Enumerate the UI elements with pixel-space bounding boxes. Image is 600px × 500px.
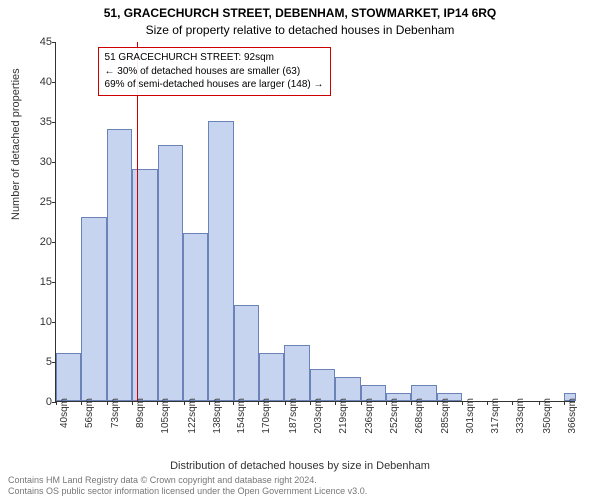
x-axis-label: Distribution of detached houses by size … [0,460,600,472]
page-title: 51, GRACECHURCH STREET, DEBENHAM, STOWMA… [0,0,600,20]
histogram-bar [132,169,157,401]
histogram-bar [310,369,335,401]
y-tick-mark [52,162,56,163]
annotation-line: ← 30% of detached houses are smaller (63… [105,65,324,79]
histogram-bar [208,121,233,401]
x-tick-label: 122sqm [187,398,198,434]
x-tick-mark [81,401,82,405]
x-tick-mark [209,401,210,405]
x-tick-mark [184,401,185,405]
y-tick-label: 0 [24,396,52,408]
x-tick-mark [285,401,286,405]
x-tick-label: 252sqm [389,398,400,434]
x-tick-label: 89sqm [135,398,146,428]
y-tick-label: 30 [24,156,52,168]
x-tick-mark [411,401,412,405]
x-tick-mark [132,401,133,405]
histogram-bar [81,217,106,401]
y-tick-label: 25 [24,196,52,208]
x-tick-mark [233,401,234,405]
x-tick-label: 154sqm [236,398,247,434]
annotation-callout: 51 GRACECHURCH STREET: 92sqm← 30% of det… [98,47,331,96]
y-tick-label: 15 [24,276,52,288]
x-tick-label: 73sqm [110,398,121,428]
plot-region: 05101520253035404540sqm56sqm73sqm89sqm10… [55,42,575,402]
x-tick-label: 40sqm [59,398,70,428]
x-tick-mark [512,401,513,405]
attribution-footer: Contains HM Land Registry data © Crown c… [8,475,367,498]
x-tick-mark [258,401,259,405]
y-tick-mark [52,122,56,123]
histogram-bar [107,129,132,401]
x-tick-label: 301sqm [465,398,476,434]
footer-line: Contains HM Land Registry data © Crown c… [8,475,367,486]
x-tick-mark [462,401,463,405]
reference-line [137,42,138,401]
y-tick-label: 45 [24,36,52,48]
x-tick-mark [335,401,336,405]
x-tick-label: 187sqm [288,398,299,434]
x-tick-mark [310,401,311,405]
x-tick-mark [564,401,565,405]
x-tick-label: 236sqm [364,398,375,434]
y-tick-label: 20 [24,236,52,248]
x-tick-mark [437,401,438,405]
y-tick-label: 5 [24,356,52,368]
footer-line: Contains OS public sector information li… [8,486,367,497]
y-tick-mark [52,42,56,43]
x-tick-label: 138sqm [212,398,223,434]
y-tick-label: 40 [24,76,52,88]
x-tick-label: 105sqm [160,398,171,434]
x-tick-label: 350sqm [542,398,553,434]
y-tick-label: 35 [24,116,52,128]
histogram-bar [234,305,259,401]
x-tick-label: 333sqm [515,398,526,434]
x-tick-mark [107,401,108,405]
x-tick-label: 219sqm [338,398,349,434]
annotation-line: 69% of semi-detached houses are larger (… [105,78,324,92]
y-tick-mark [52,322,56,323]
histogram-bar [259,353,284,401]
histogram-bar [158,145,183,401]
x-tick-label: 285sqm [440,398,451,434]
x-tick-label: 366sqm [567,398,578,434]
x-tick-mark [386,401,387,405]
x-tick-mark [487,401,488,405]
annotation-line: 51 GRACECHURCH STREET: 92sqm [105,51,324,65]
x-tick-label: 170sqm [261,398,272,434]
x-tick-mark [56,401,57,405]
y-tick-mark [52,82,56,83]
y-tick-label: 10 [24,316,52,328]
x-tick-label: 203sqm [313,398,324,434]
x-tick-mark [157,401,158,405]
histogram-bar [284,345,309,401]
y-tick-mark [52,242,56,243]
x-tick-mark [361,401,362,405]
x-tick-label: 317sqm [490,398,501,434]
x-tick-label: 56sqm [84,398,95,428]
y-tick-mark [52,282,56,283]
x-tick-label: 268sqm [414,398,425,434]
y-tick-mark [52,202,56,203]
y-axis-label: Number of detached properties [10,68,22,220]
histogram-chart: 05101520253035404540sqm56sqm73sqm89sqm10… [55,42,575,402]
histogram-bar [183,233,208,401]
page-subtitle: Size of property relative to detached ho… [0,20,600,41]
histogram-bar [56,353,81,401]
x-tick-mark [539,401,540,405]
